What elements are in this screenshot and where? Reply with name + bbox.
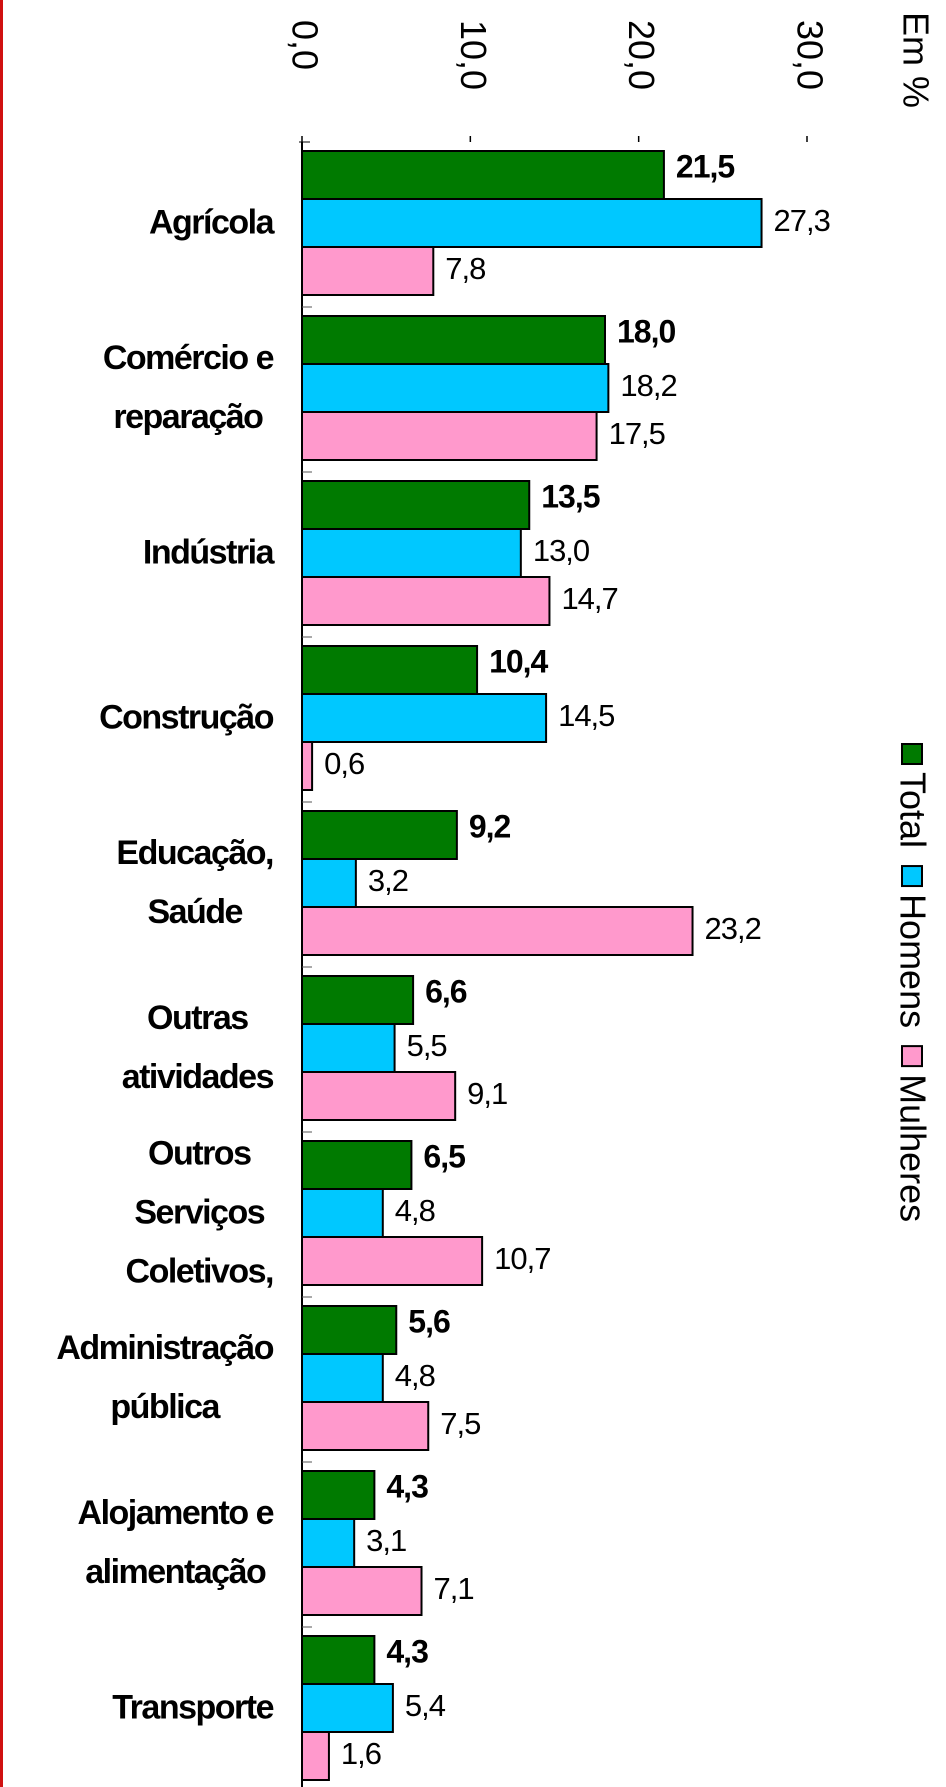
bar (301, 576, 551, 626)
bar (301, 693, 548, 743)
y-tick-label: 0,0 (284, 20, 325, 70)
bar (301, 1305, 398, 1355)
value-label: 0,6 (324, 746, 364, 781)
value-label: 18,2 (620, 368, 676, 403)
value-label: 14,5 (558, 698, 614, 733)
value-label: 4,3 (386, 1633, 428, 1669)
value-label: 7,5 (440, 1406, 480, 1441)
bar (301, 1635, 376, 1685)
bar (301, 810, 458, 860)
value-label: 3,2 (368, 863, 408, 898)
value-label: 10,7 (494, 1241, 550, 1276)
value-label: 5,6 (408, 1303, 450, 1339)
bar (301, 1023, 396, 1073)
bar (301, 858, 357, 908)
unit-group: Em % (895, 12, 936, 108)
value-label: 4,3 (386, 1468, 428, 1504)
value-label: 14,7 (561, 581, 617, 616)
value-label: 13,5 (541, 478, 599, 514)
category-label: Outros Serviços Coletivos, (125, 1134, 275, 1291)
legend-label: Homens (892, 894, 933, 1028)
bar (301, 975, 415, 1025)
y-tick-label: 30,0 (789, 20, 830, 90)
bar (301, 645, 479, 695)
bar (301, 1470, 376, 1520)
bar (301, 1236, 484, 1286)
category-label: Comércio e reparação (102, 339, 275, 436)
category-label: Alojamento e alimentação (77, 1494, 275, 1591)
legend-swatch (901, 865, 923, 888)
category-label: Indústria (142, 533, 275, 572)
tick-label-group: 0,0 (284, 20, 325, 70)
category-label: Outras atividades (121, 999, 275, 1096)
bar (301, 1566, 423, 1616)
bar (301, 411, 598, 461)
bar (301, 150, 665, 200)
value-label: 21,5 (676, 148, 734, 184)
category-label: Administração pública (56, 1329, 274, 1426)
bar (301, 198, 763, 248)
bar (301, 1518, 356, 1568)
value-label: 5,5 (407, 1028, 447, 1063)
y-tick-label: 20,0 (621, 20, 662, 90)
bar (301, 1071, 457, 1121)
value-label: 10,4 (489, 643, 548, 679)
tick-label-group: 10,0 (453, 20, 494, 90)
bar (301, 906, 694, 956)
bar (301, 1353, 384, 1403)
value-label: 4,8 (395, 1193, 435, 1228)
bar (301, 315, 606, 365)
value-label: 27,3 (774, 203, 830, 238)
legend: Total Homens Mulheres (892, 743, 933, 1222)
bar (301, 1731, 330, 1781)
category-label: Agrícola (148, 203, 275, 242)
bar (301, 1683, 394, 1733)
bar (301, 1188, 384, 1238)
value-label: 4,8 (395, 1358, 435, 1393)
bar (301, 363, 610, 413)
value-label: 5,4 (405, 1688, 446, 1723)
tick-label-group: 20,0 (621, 20, 662, 90)
value-label: 9,2 (469, 808, 511, 844)
value-label: 6,6 (425, 973, 467, 1009)
category-label: Educação, Saúde (116, 834, 274, 931)
legend-swatch (901, 1045, 923, 1068)
value-label: 13,0 (533, 533, 590, 568)
bar (301, 1140, 413, 1190)
bar (301, 246, 435, 296)
value-label: 18,0 (617, 313, 675, 349)
value-label: 3,1 (366, 1523, 406, 1558)
value-label: 6,5 (423, 1138, 465, 1174)
category-label: Construção (99, 698, 274, 737)
plot: 0,0 10,0 20,0 30,0 Em % 21,5 27,3 7,8 18,0 18,2 17… (284, 12, 936, 1787)
legend-swatch (901, 743, 923, 765)
bar (301, 1401, 430, 1451)
bar (301, 741, 314, 791)
y-tick-label: 10,0 (453, 20, 494, 90)
value-label: 17,5 (609, 416, 665, 451)
value-label: 9,1 (467, 1076, 507, 1111)
category-label: Transporte (112, 1688, 274, 1727)
value-label: 7,1 (434, 1571, 474, 1606)
unit-label: Em % (895, 12, 936, 108)
value-label: 1,6 (341, 1736, 381, 1771)
legend-label: Mulheres (892, 1074, 933, 1222)
tick-label-group: 30,0 (789, 20, 830, 90)
bar (301, 480, 531, 530)
value-label: 7,8 (445, 251, 485, 286)
value-label: 23,2 (705, 911, 761, 946)
legend-label: Total (892, 772, 933, 848)
bar (301, 528, 522, 578)
